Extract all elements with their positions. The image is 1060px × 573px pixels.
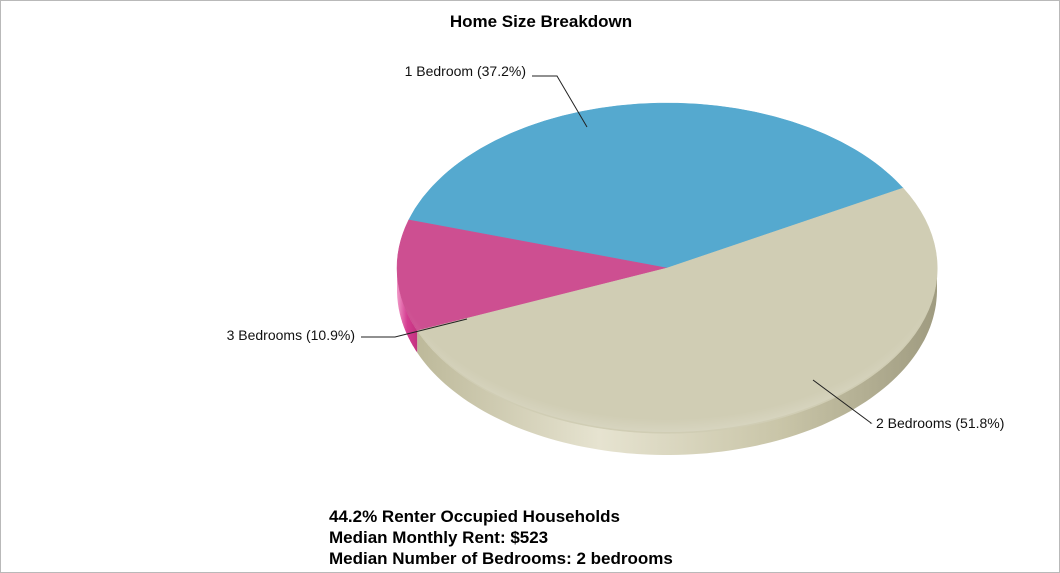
median-bedrooms-text: Median Number of Bedrooms: 2 bedrooms [329,549,673,568]
median-rent-text: Median Monthly Rent: $523 [329,528,549,547]
pie-rim-highlight [398,104,936,432]
three-bedrooms-leader-line [361,318,468,338]
two-bedrooms-leader-line [812,379,873,424]
one-bedroom-leader-line [532,75,588,128]
chart-title: Home Size Breakdown [450,12,632,31]
one-bedroom-label: 1 Bedroom (37.2%) [405,63,526,79]
renter-occupied-text: 44.2% Renter Occupied Households [329,507,620,526]
three-bedrooms-label: 3 Bedrooms (10.9%) [227,327,355,343]
two-bedrooms-label: 2 Bedrooms (51.8%) [876,415,1004,431]
summary-stats: 44.2% Renter Occupied Households Median … [329,506,673,569]
three-bedrooms-slice-side [397,268,418,353]
